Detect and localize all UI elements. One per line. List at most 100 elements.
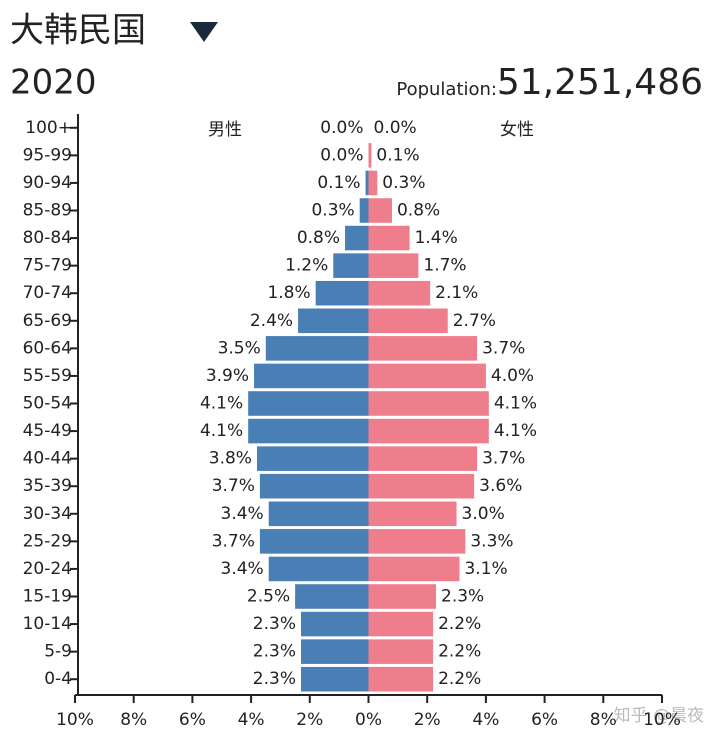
bar <box>368 253 419 278</box>
value-label: 3.4% <box>221 504 264 524</box>
x-tick-label: 6% <box>179 710 206 730</box>
value-label: 4.0% <box>491 366 534 386</box>
bar <box>259 529 369 554</box>
value-label: 0.8% <box>397 201 440 221</box>
value-label: 3.7% <box>482 449 525 469</box>
watermark: 知乎 @晨夜 <box>614 706 704 726</box>
value-label: 1.7% <box>423 256 466 276</box>
bar <box>315 280 369 306</box>
y-tick-label: 80-84 <box>23 228 72 248</box>
year: 2020 <box>10 63 97 103</box>
bar <box>368 391 489 416</box>
bar <box>259 473 369 499</box>
bar <box>298 308 369 334</box>
y-tick-label: 45-49 <box>23 421 72 441</box>
value-label: 3.0% <box>462 504 505 524</box>
bar <box>300 666 369 692</box>
y-tick-label: 25-29 <box>23 531 72 551</box>
bar <box>300 611 369 637</box>
value-label: 3.4% <box>221 559 264 579</box>
x-tick-label: 10% <box>643 710 681 730</box>
value-label: 0.1% <box>376 145 419 165</box>
bar <box>333 253 369 278</box>
bar <box>368 639 434 664</box>
y-tick-label: 95-99 <box>23 145 72 165</box>
bar <box>345 225 369 251</box>
value-label: 2.3% <box>253 669 296 689</box>
bar <box>359 198 369 223</box>
value-label: 0.3% <box>382 173 425 193</box>
bar <box>368 556 460 582</box>
value-label: 2.4% <box>250 311 293 331</box>
bar <box>295 584 369 609</box>
x-tick-label: 4% <box>238 710 265 730</box>
y-tick-label: 30-34 <box>23 504 72 524</box>
value-label: 3.7% <box>212 476 255 496</box>
x-tick-label: 2% <box>296 710 323 730</box>
bar <box>368 280 431 306</box>
value-label: 2.3% <box>253 614 296 634</box>
bar <box>368 446 478 471</box>
x-tick-label: 2% <box>414 710 441 730</box>
bar <box>248 418 369 444</box>
x-tick-label: 10% <box>56 710 94 730</box>
value-label: 2.3% <box>441 587 484 607</box>
value-label: 0.8% <box>297 228 340 248</box>
value-label: 0.0% <box>320 118 363 138</box>
y-tick-label: 50-54 <box>23 394 72 414</box>
value-label: 4.1% <box>494 421 537 441</box>
y-tick-label: 0-4 <box>44 669 72 689</box>
value-label: 0.0% <box>374 118 417 138</box>
bar <box>365 170 369 196</box>
y-tick-label: 35-39 <box>23 476 72 496</box>
value-label: 4.1% <box>200 421 243 441</box>
value-label: 2.2% <box>438 669 481 689</box>
y-tick-label: 10-14 <box>23 614 72 634</box>
legend-label: 男性 <box>208 120 242 140</box>
value-label: 3.7% <box>212 531 255 551</box>
dropdown-arrow[interactable] <box>190 22 218 42</box>
value-label: 3.7% <box>482 338 525 358</box>
value-label: 2.7% <box>453 311 496 331</box>
bar <box>368 336 478 361</box>
population-value: 51,251,486 <box>497 62 703 103</box>
value-label: 4.1% <box>200 394 243 414</box>
x-tick-label: 6% <box>531 710 558 730</box>
y-tick-label: 70-74 <box>23 283 72 303</box>
bar <box>248 391 369 416</box>
bar <box>368 198 392 223</box>
bar <box>368 308 448 334</box>
value-label: 3.6% <box>479 476 522 496</box>
value-label: 2.5% <box>247 587 290 607</box>
value-label: 0.1% <box>317 173 360 193</box>
y-tick-label: 20-24 <box>23 559 72 579</box>
legend-label: 女性 <box>500 120 534 140</box>
y-tick-label: 65-69 <box>23 311 72 331</box>
chart-title: 大韩民国 <box>10 11 146 51</box>
value-label: 2.3% <box>253 642 296 662</box>
value-label: 1.4% <box>415 228 458 248</box>
bar <box>368 501 457 527</box>
y-tick-label: 40-44 <box>23 449 72 469</box>
value-label: 3.8% <box>209 449 252 469</box>
bar <box>256 446 369 471</box>
value-label: 0.3% <box>311 201 354 221</box>
value-label: 2.2% <box>438 642 481 662</box>
bar <box>368 584 437 609</box>
bar <box>368 143 372 168</box>
value-label: 3.5% <box>218 338 261 358</box>
y-tick-label: 90-94 <box>23 173 72 193</box>
y-tick-label: 15-19 <box>23 587 72 607</box>
y-tick-label: 60-64 <box>23 338 72 358</box>
y-tick-label: 85-89 <box>23 201 72 221</box>
bar <box>265 336 369 361</box>
value-label: 2.1% <box>435 283 478 303</box>
x-tick-label: 8% <box>590 710 617 730</box>
population-label: Population: <box>396 79 497 100</box>
bar <box>368 418 489 444</box>
bar <box>368 363 486 389</box>
value-label: 4.1% <box>494 394 537 414</box>
value-label: 3.3% <box>470 531 513 551</box>
value-label: 1.2% <box>285 256 328 276</box>
